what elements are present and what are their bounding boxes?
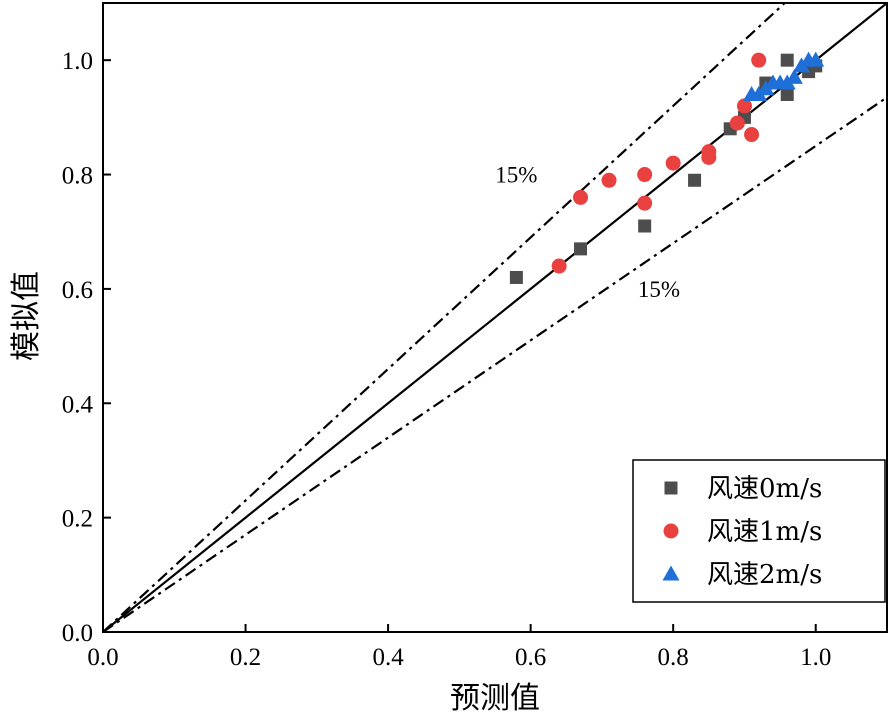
- y-tick-label: 0.0: [62, 620, 93, 647]
- point-series-1: [637, 167, 653, 183]
- x-tick-label: 0.0: [87, 644, 118, 671]
- reference-line-15: [103, 96, 887, 632]
- y-tick-label: 0.2: [62, 506, 93, 533]
- x-tick-label: 0.8: [658, 644, 689, 671]
- point-series-1: [601, 172, 617, 188]
- point-series-2: [807, 51, 825, 67]
- annotations: 15% 15%: [495, 163, 680, 302]
- point-series-1: [573, 189, 589, 205]
- legend-marker: [663, 523, 679, 539]
- point-series-1: [751, 52, 767, 68]
- legend-label: 风速1m/s: [707, 517, 822, 547]
- point-series-0: [780, 53, 794, 67]
- data-points: [509, 51, 825, 284]
- x-axis-title: 预测值: [450, 681, 540, 716]
- point-series-1: [736, 98, 752, 114]
- point-series-0: [638, 219, 652, 233]
- point-series-0: [509, 270, 523, 284]
- reference-line-15: [103, 3, 787, 632]
- legend-marker: [662, 565, 680, 581]
- y-tick-label: 1.0: [62, 48, 93, 75]
- legend: 风速0m/s 风速1m/s 风速2m/s: [632, 459, 886, 603]
- axes: 0.0 0.2 0.4 0.6 0.8 1.0 0.0 0.2 0.4 0.6 0.8 1.0: [62, 2, 888, 671]
- y-axis-title: 模拟值: [9, 271, 44, 361]
- point-series-0: [780, 87, 794, 101]
- x-tick-label: 0.6: [515, 644, 546, 671]
- point-series-2: [785, 68, 803, 84]
- reference-line-y-x: [103, 3, 887, 632]
- y-tick-label: 0.4: [62, 391, 94, 418]
- legend-label: 风速0m/s: [707, 474, 822, 504]
- plot-frame: [102, 2, 888, 633]
- reference-lines: [103, 3, 887, 632]
- y-tick-label: 0.8: [62, 163, 93, 190]
- annotation-label: 15%: [495, 163, 537, 188]
- point-series-1: [701, 149, 717, 165]
- x-tick-label: 0.2: [230, 644, 261, 671]
- point-series-1: [551, 258, 567, 274]
- point-series-0: [574, 242, 588, 256]
- point-series-1: [729, 115, 745, 131]
- point-series-1: [744, 127, 760, 143]
- point-series-1: [637, 195, 653, 211]
- point-series-1: [665, 155, 681, 171]
- y-tick-label: 0.6: [62, 277, 93, 304]
- legend-label: 风速2m/s: [707, 560, 822, 590]
- x-tick-label: 1.0: [800, 644, 831, 671]
- point-series-0: [688, 173, 702, 187]
- x-tick-label: 0.4: [372, 644, 404, 671]
- annotation-label: 15%: [638, 277, 680, 302]
- legend-marker: [664, 481, 678, 495]
